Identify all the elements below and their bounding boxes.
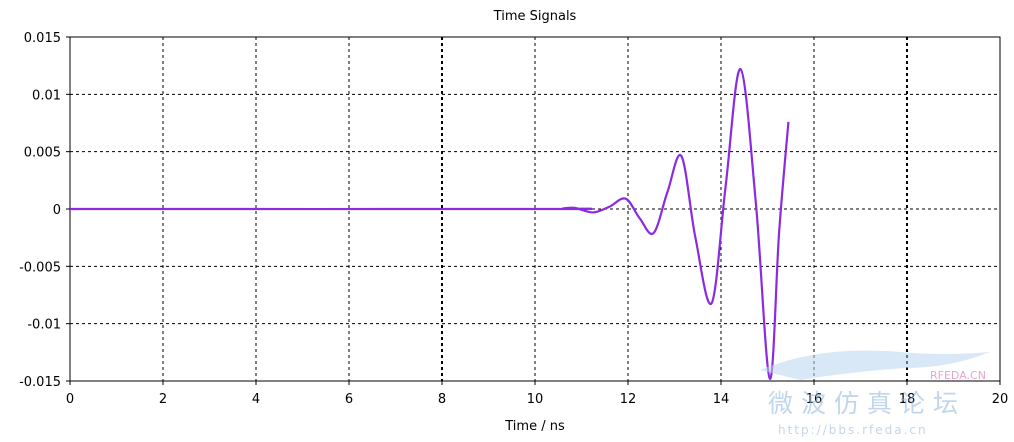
y-tick-label: 0.015	[24, 31, 61, 46]
watermark-url: http://bbs.rfeda.cn	[778, 423, 928, 437]
x-tick-label: 20	[992, 392, 1009, 407]
x-tick-label: 2	[159, 392, 167, 407]
y-tick-label: -0.01	[27, 318, 61, 333]
x-tick-label: 6	[345, 392, 353, 407]
y-tick-label: 0	[53, 203, 61, 218]
watermark-brand: RFEDA.CN	[930, 369, 986, 382]
x-tick-label: 10	[527, 392, 544, 407]
x-axis-label: Time / ns	[504, 419, 565, 434]
y-tick-label: 0.005	[24, 146, 61, 161]
x-tick-label: 12	[620, 392, 637, 407]
watermark-chinese-title: 微波仿真论坛	[768, 389, 966, 418]
x-tick-label: 4	[252, 392, 260, 407]
x-axis-ticks: 0 2 4 6 8 10 12 14 16 18 20	[66, 381, 1008, 407]
y-axis-ticks: 0.015 0.01 0.005 0 -0.005 -0.01 -0.015	[19, 31, 70, 390]
y-tick-label: -0.005	[19, 260, 61, 275]
y-tick-label: -0.015	[19, 375, 61, 390]
chart-title: Time Signals	[493, 9, 577, 24]
x-tick-label: 16	[806, 392, 823, 407]
watermark: RFEDA.CN 微波仿真论坛 http://bbs.rfeda.cn	[760, 350, 990, 437]
x-tick-label: 0	[66, 392, 74, 407]
x-tick-label: 8	[438, 392, 446, 407]
time-signal-line	[69, 68, 790, 380]
x-tick-label: 18	[899, 392, 916, 407]
y-tick-label: 0.01	[32, 88, 61, 103]
x-tick-label: 14	[713, 392, 730, 407]
watermark-wing-icon	[760, 350, 990, 380]
